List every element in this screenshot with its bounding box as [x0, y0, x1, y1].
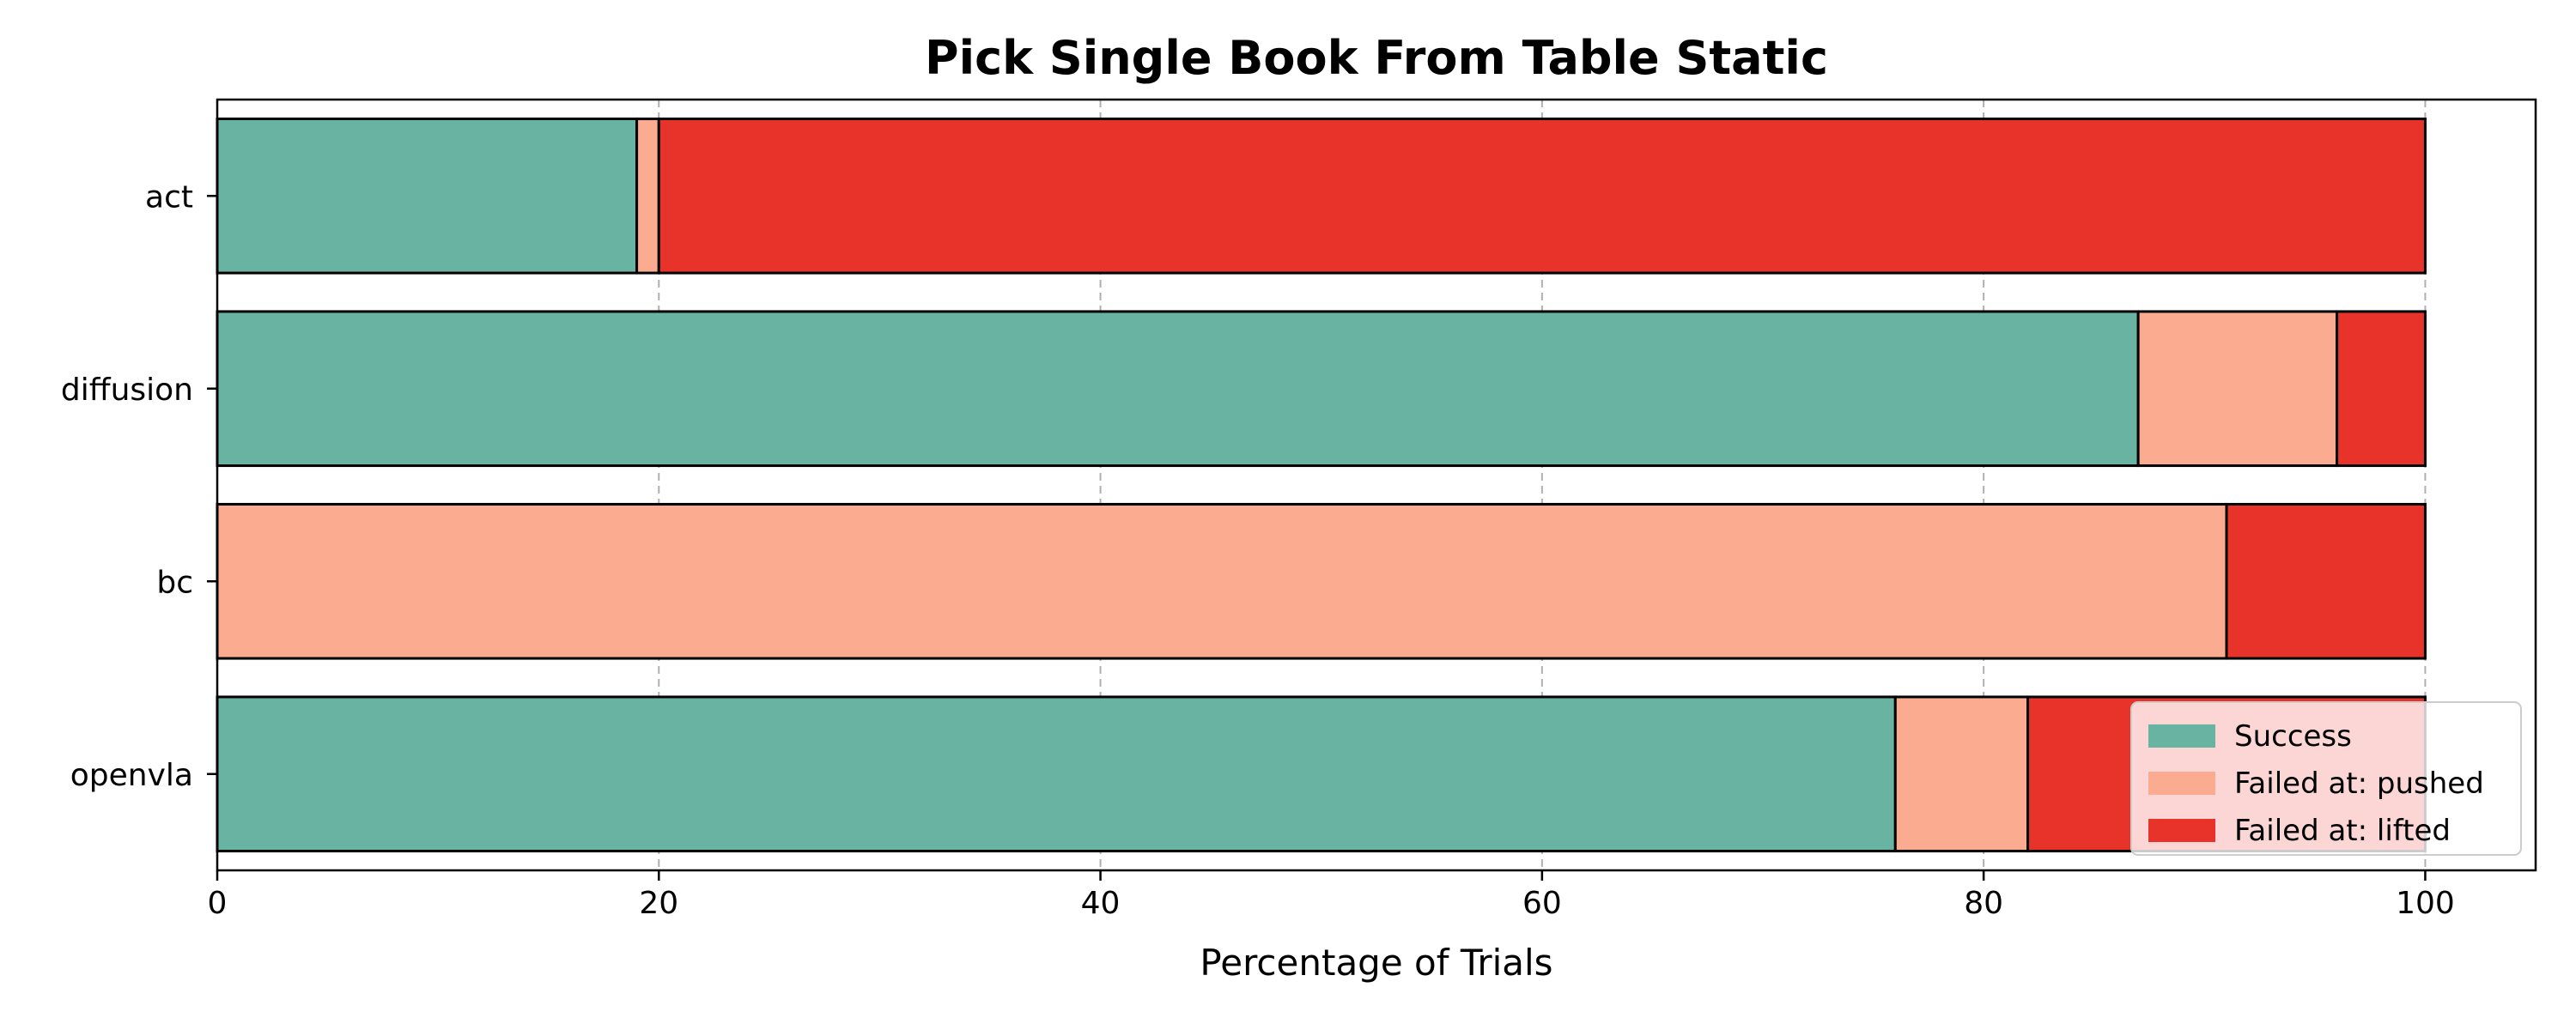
- y-tick-label: openvla: [70, 758, 193, 793]
- x-tick-label: 20: [639, 886, 678, 921]
- x-axis-ticks: 0 20 40 60 80 100: [208, 870, 2455, 921]
- bar-openvla-success: [216, 695, 1897, 853]
- x-tick-label: 0: [208, 886, 228, 921]
- y-tick-label: bc: [156, 565, 193, 600]
- legend-label: Failed at: pushed: [2234, 766, 2484, 801]
- y-tick-label: act: [145, 179, 193, 215]
- legend-label: Failed at: lifted: [2234, 814, 2451, 848]
- chart-title: Pick Single Book From Table Static: [925, 31, 1828, 85]
- bar-diffusion-failed-at-lifted: [2336, 310, 2427, 468]
- legend-box: [2130, 701, 2522, 856]
- bars: [216, 117, 2427, 853]
- x-tick-label: 40: [1081, 886, 1121, 921]
- bar-act-failed-at-pushed: [635, 117, 660, 275]
- plot-frame: [216, 98, 2537, 872]
- x-axis-label: Percentage of Trials: [1200, 942, 1552, 984]
- legend-swatch: [2148, 819, 2215, 842]
- bar-bc-failed-at-pushed: [216, 502, 2228, 660]
- bar-act-failed-at-lifted: [657, 117, 2427, 275]
- x-tick-label: 100: [2396, 886, 2455, 921]
- legend: Success Failed at: pushed Failed at: lifte…: [2130, 701, 2522, 856]
- legend-label: Success: [2234, 719, 2352, 754]
- legend-swatch: [2148, 772, 2215, 795]
- y-tick-label: diffusion: [61, 373, 193, 408]
- y-axis-ticks: act diffusion bc openvla: [61, 179, 217, 793]
- bar-diffusion-failed-at-pushed: [2136, 310, 2339, 468]
- x-tick-label: 60: [1522, 886, 1562, 921]
- x-tick-label: 80: [1964, 886, 2003, 921]
- bar-bc-failed-at-lifted: [2225, 502, 2427, 660]
- bar-act-success: [216, 117, 639, 275]
- bar-diffusion-success: [216, 310, 2140, 468]
- bar-openvla-failed-at-pushed: [1893, 695, 2030, 853]
- legend-swatch: [2148, 724, 2215, 748]
